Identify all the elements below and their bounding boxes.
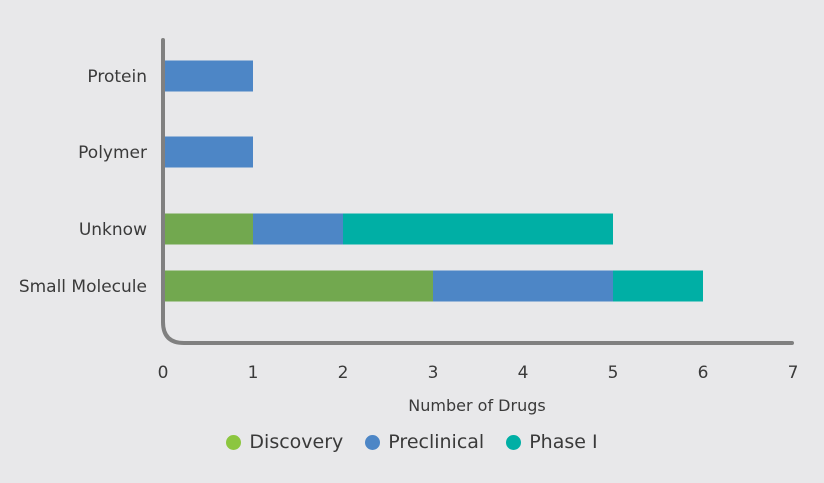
bar-polymer-preclinical [163, 136, 253, 168]
y-tick-label: Unknow [79, 220, 147, 240]
x-tick-label: 0 [158, 363, 169, 383]
legend-item-phase-i: Phase I [506, 431, 598, 453]
legend: Discovery Preclinical Phase I [0, 428, 824, 456]
x-tick-label: 6 [698, 363, 709, 383]
bar-protein-preclinical [163, 60, 253, 92]
x-tick-labels: 0 1 2 3 4 5 6 7 [158, 363, 799, 383]
y-tick-labels: Protein Polymer Unknow Small Molecule [19, 67, 147, 297]
legend-label-preclinical: Preclinical [388, 431, 485, 453]
bars-group [163, 60, 703, 302]
legend-dot-preclinical [365, 434, 381, 450]
legend-item-preclinical: Preclinical [365, 431, 484, 453]
bar-small-molecule-phase-i [613, 270, 703, 302]
axis-line [161, 38, 794, 345]
x-tick-label: 3 [428, 363, 439, 383]
x-tick-label: 2 [338, 363, 349, 383]
x-tick-label: 1 [248, 363, 259, 383]
bar-small-molecule-preclinical [433, 270, 613, 302]
bar-unknow-phase-i [343, 213, 613, 245]
y-tick-label: Polymer [78, 143, 147, 163]
x-tick-label: 7 [788, 363, 799, 383]
x-tick-label: 5 [608, 363, 619, 383]
bar-unknow-preclinical [253, 213, 343, 245]
legend-label-phase-i: Phase I [529, 431, 598, 453]
y-tick-label: Protein [87, 67, 147, 87]
legend-label-discovery: Discovery [249, 431, 344, 453]
x-tick-label: 4 [518, 363, 529, 383]
legend-dot-phase-i [506, 434, 522, 450]
y-tick-label: Small Molecule [19, 277, 147, 297]
legend-item-discovery: Discovery [226, 431, 343, 453]
bar-unknow-discovery [163, 213, 253, 245]
bar-small-molecule-discovery [163, 270, 433, 302]
legend-dot-discovery [226, 434, 242, 450]
x-axis-title: Number of Drugs [408, 396, 545, 415]
